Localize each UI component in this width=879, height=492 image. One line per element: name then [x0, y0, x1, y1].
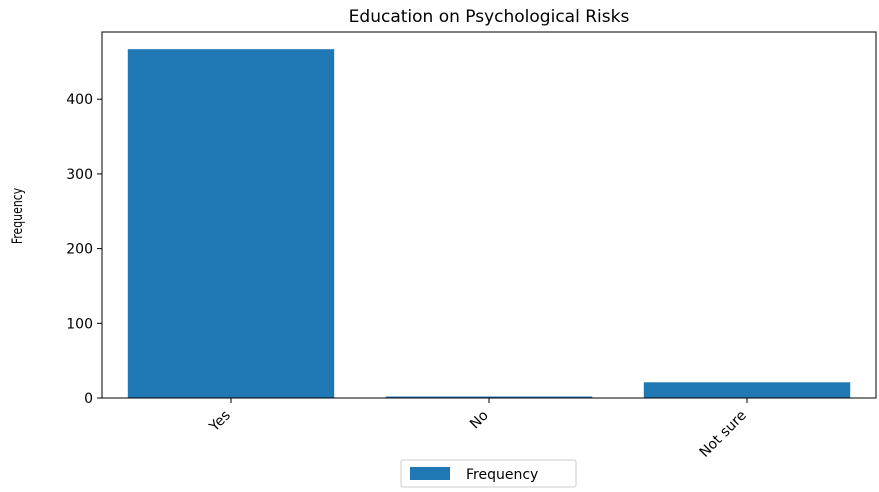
bar-not-sure — [643, 382, 851, 398]
legend-label: Frequency — [466, 467, 538, 483]
x-tick-label: Not sure — [697, 408, 750, 461]
y-tick-label: 400 — [66, 92, 93, 108]
legend: Frequency — [400, 459, 577, 488]
x-tick-label: No — [467, 408, 492, 433]
legend-swatch — [410, 467, 450, 480]
bar-no — [385, 396, 593, 398]
bar-yes — [127, 49, 335, 399]
plot-area: 0 100 200 300 400 Yes No Not sure — [66, 31, 877, 461]
legend-frame — [400, 459, 577, 488]
y-tick-label: 100 — [66, 316, 93, 332]
chart-title: Education on Psychological Risks — [349, 7, 630, 27]
y-tick-label: 300 — [66, 167, 93, 183]
y-tick-label: 200 — [66, 242, 93, 258]
y-axis-label: Frequency — [9, 187, 26, 244]
y-tick-label: 0 — [84, 391, 93, 407]
x-tick-label: Yes — [206, 408, 234, 436]
